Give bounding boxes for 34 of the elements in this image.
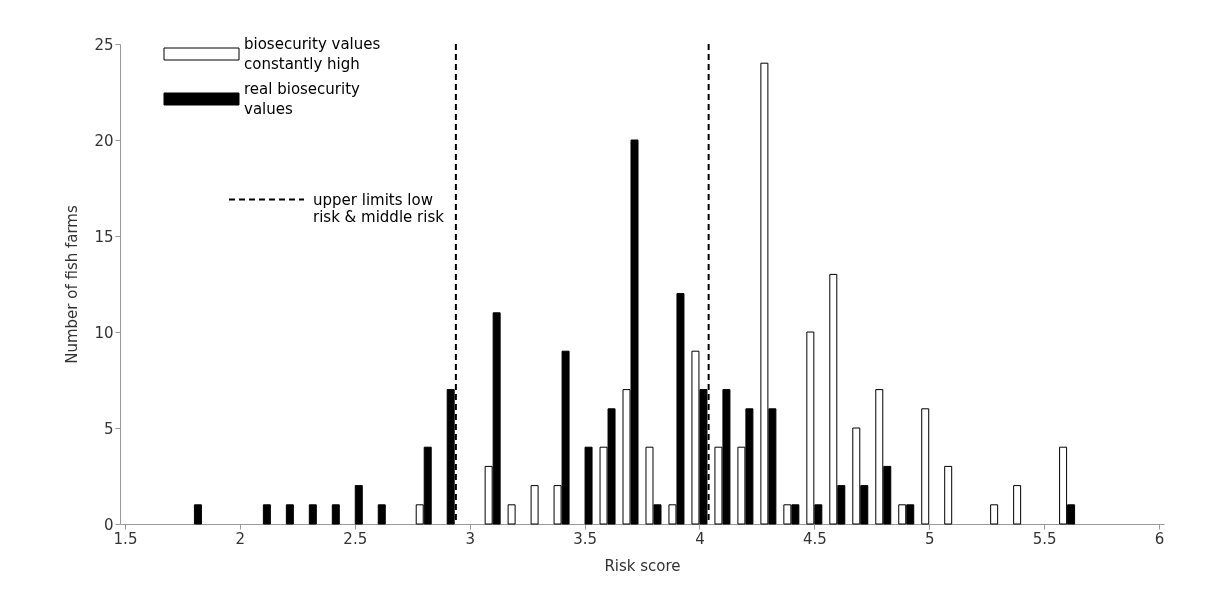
bar <box>262 504 271 525</box>
y-tick-label: 20 <box>94 131 114 150</box>
bar <box>921 408 930 525</box>
ref-line-label: upper limits low risk & middle risk <box>313 190 445 226</box>
bar <box>285 504 294 525</box>
x-tick-label: 2.5 <box>343 529 368 548</box>
legend-label: real biosecurity values <box>244 80 361 118</box>
y-tick-label: 10 <box>94 323 114 342</box>
x-tick-label: 5 <box>924 529 935 548</box>
x-tick-label: 6 <box>1154 529 1165 548</box>
bar <box>944 465 953 525</box>
x-axis-title: Risk score <box>604 556 681 575</box>
bar <box>308 504 317 525</box>
x-tick-label: 5.5 <box>1032 529 1057 548</box>
bar <box>1013 485 1022 525</box>
y-tick-label: 5 <box>103 419 114 438</box>
x-tick-label: 1.5 <box>113 529 138 548</box>
x-tick-label: 3.5 <box>573 529 597 548</box>
bar <box>193 504 202 525</box>
x-tick-label: 3 <box>465 529 475 548</box>
x-tick-label: 4 <box>695 529 705 548</box>
x-tick-label: 2 <box>235 529 246 548</box>
y-tick-label: 0 <box>103 515 114 534</box>
bar <box>354 485 363 525</box>
y-axis-title: Number of fish farms <box>63 205 82 364</box>
bar <box>377 504 386 525</box>
bar <box>331 504 340 525</box>
bar <box>530 485 539 525</box>
bar <box>584 446 593 525</box>
y-tick-label: 25 <box>94 35 114 54</box>
y-tick-label: 15 <box>94 227 114 246</box>
x-tick-label: 4.5 <box>802 529 827 548</box>
bar <box>990 504 999 525</box>
bar <box>507 504 516 525</box>
